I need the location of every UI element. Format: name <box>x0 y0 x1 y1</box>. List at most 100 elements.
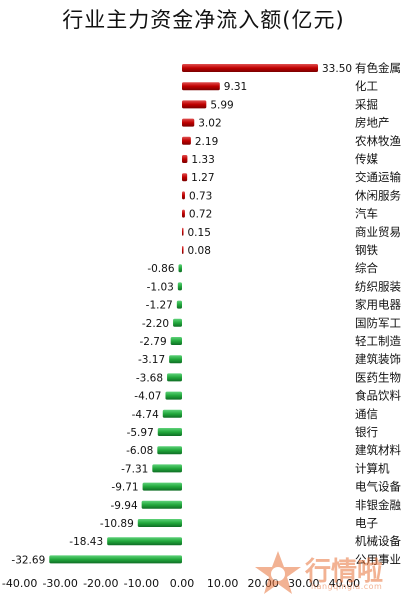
value-label: -6.08 <box>126 445 153 457</box>
value-label: 0.08 <box>188 245 211 257</box>
value-label: 9.31 <box>224 81 247 93</box>
bar <box>157 428 182 436</box>
x-tick-label: 10.00 <box>207 577 239 590</box>
category-label: 医药生物 <box>355 370 401 384</box>
bar <box>182 118 195 127</box>
value-label: 0.72 <box>189 209 212 221</box>
value-label: -2.79 <box>139 336 166 348</box>
category-label: 汽车 <box>355 207 378 221</box>
category-label: 电气设备 <box>355 480 401 494</box>
bar <box>162 409 182 418</box>
bar <box>182 227 184 236</box>
labels-layer: 33.50 有色金属 9.31 化工 5.99 采掘 3.02 房地产 2.19 农林牧渔 1.33… <box>11 61 401 566</box>
bars-layer <box>49 64 319 564</box>
value-label: 1.33 <box>191 154 214 166</box>
category-label: 采掘 <box>355 97 378 111</box>
bar <box>182 82 220 91</box>
value-label: -5.97 <box>127 427 154 439</box>
bar <box>141 500 182 509</box>
category-label: 有色金属 <box>355 61 401 75</box>
category-label: 交通运输 <box>355 170 401 184</box>
value-label: -3.68 <box>136 372 163 384</box>
category-label: 计算机 <box>355 461 390 475</box>
category-label: 钢铁 <box>355 243 378 257</box>
category-label: 综合 <box>355 261 378 275</box>
category-label: 建筑装饰 <box>355 352 401 366</box>
value-label: 5.99 <box>210 99 233 111</box>
value-label: 0.73 <box>189 190 212 202</box>
value-label: 33.50 <box>322 63 352 75</box>
bar <box>169 355 182 364</box>
value-label: -3.17 <box>138 354 165 366</box>
x-tick-label: -10.00 <box>124 577 159 590</box>
category-label: 化工 <box>355 79 378 93</box>
value-label: 2.19 <box>195 136 218 148</box>
x-axis: -40.00 -30.00 -20.00 -10.00 0.00 10.00 20.00 30… <box>2 577 360 590</box>
category-label: 通信 <box>355 407 378 421</box>
value-label: -2.20 <box>142 318 169 330</box>
value-label: -4.07 <box>134 391 161 403</box>
bar <box>49 555 182 564</box>
x-tick-label: -30.00 <box>42 577 77 590</box>
category-label: 公用事业 <box>355 552 401 566</box>
value-label: -9.71 <box>111 482 138 494</box>
category-label: 国防军工 <box>355 316 401 330</box>
value-label: -32.69 <box>11 554 45 566</box>
category-label: 传媒 <box>355 152 378 166</box>
bar <box>152 464 182 473</box>
bar <box>142 482 182 491</box>
bar <box>182 64 319 72</box>
x-tick-label: -40.00 <box>2 577 37 590</box>
category-label: 休闲服务 <box>355 188 401 202</box>
bar <box>182 246 184 254</box>
bar <box>182 173 188 182</box>
bar <box>167 373 182 382</box>
bar <box>173 318 182 327</box>
category-label: 食品饮料 <box>355 389 401 403</box>
bar <box>107 537 182 546</box>
category-label: 机械设备 <box>355 534 401 548</box>
bar <box>170 337 182 345</box>
category-label: 银行 <box>355 425 378 439</box>
category-label: 纺织服装 <box>355 279 401 293</box>
bar <box>177 282 182 291</box>
value-label: -7.31 <box>121 463 148 475</box>
bar <box>178 264 182 273</box>
bar <box>176 300 182 309</box>
chart-title: 行业主力资金净流入额(亿元) <box>62 8 345 32</box>
x-tick-label: -20.00 <box>83 577 118 590</box>
value-label: 3.02 <box>198 118 221 130</box>
watermark-url: hangqingla.com <box>311 582 383 591</box>
value-label: -0.86 <box>147 263 174 275</box>
x-tick-label: 40.00 <box>329 577 361 590</box>
watermark: 行情啦 hangqingla.com <box>253 549 403 597</box>
bar <box>182 191 185 200</box>
value-label: -18.43 <box>69 536 103 548</box>
value-label: 0.15 <box>188 227 211 239</box>
x-tick-label: 30.00 <box>288 577 320 590</box>
star-logo-icon <box>255 551 301 594</box>
category-label: 轻工制造 <box>355 334 401 348</box>
value-label: -1.03 <box>147 281 174 293</box>
value-label: -1.27 <box>146 300 173 312</box>
value-label: -4.74 <box>132 409 159 421</box>
value-label: 1.27 <box>191 172 214 184</box>
bar <box>182 136 191 145</box>
category-label: 电子 <box>355 516 378 530</box>
category-label: 房地产 <box>355 116 390 130</box>
bar <box>137 519 182 527</box>
bar <box>157 446 182 455</box>
x-tick-label: 0.00 <box>170 577 195 590</box>
value-label: -10.89 <box>100 518 134 530</box>
watermark-brand: 行情啦 <box>305 557 384 587</box>
category-label: 家用电器 <box>355 298 401 312</box>
category-label: 商业贸易 <box>355 225 401 239</box>
bar <box>165 391 182 400</box>
category-label: 非银金融 <box>355 498 401 512</box>
category-label: 农林牧渔 <box>355 134 401 148</box>
value-label: -9.94 <box>110 500 137 512</box>
category-label: 建筑材料 <box>355 443 401 457</box>
bar <box>182 209 185 218</box>
bar <box>182 155 188 163</box>
